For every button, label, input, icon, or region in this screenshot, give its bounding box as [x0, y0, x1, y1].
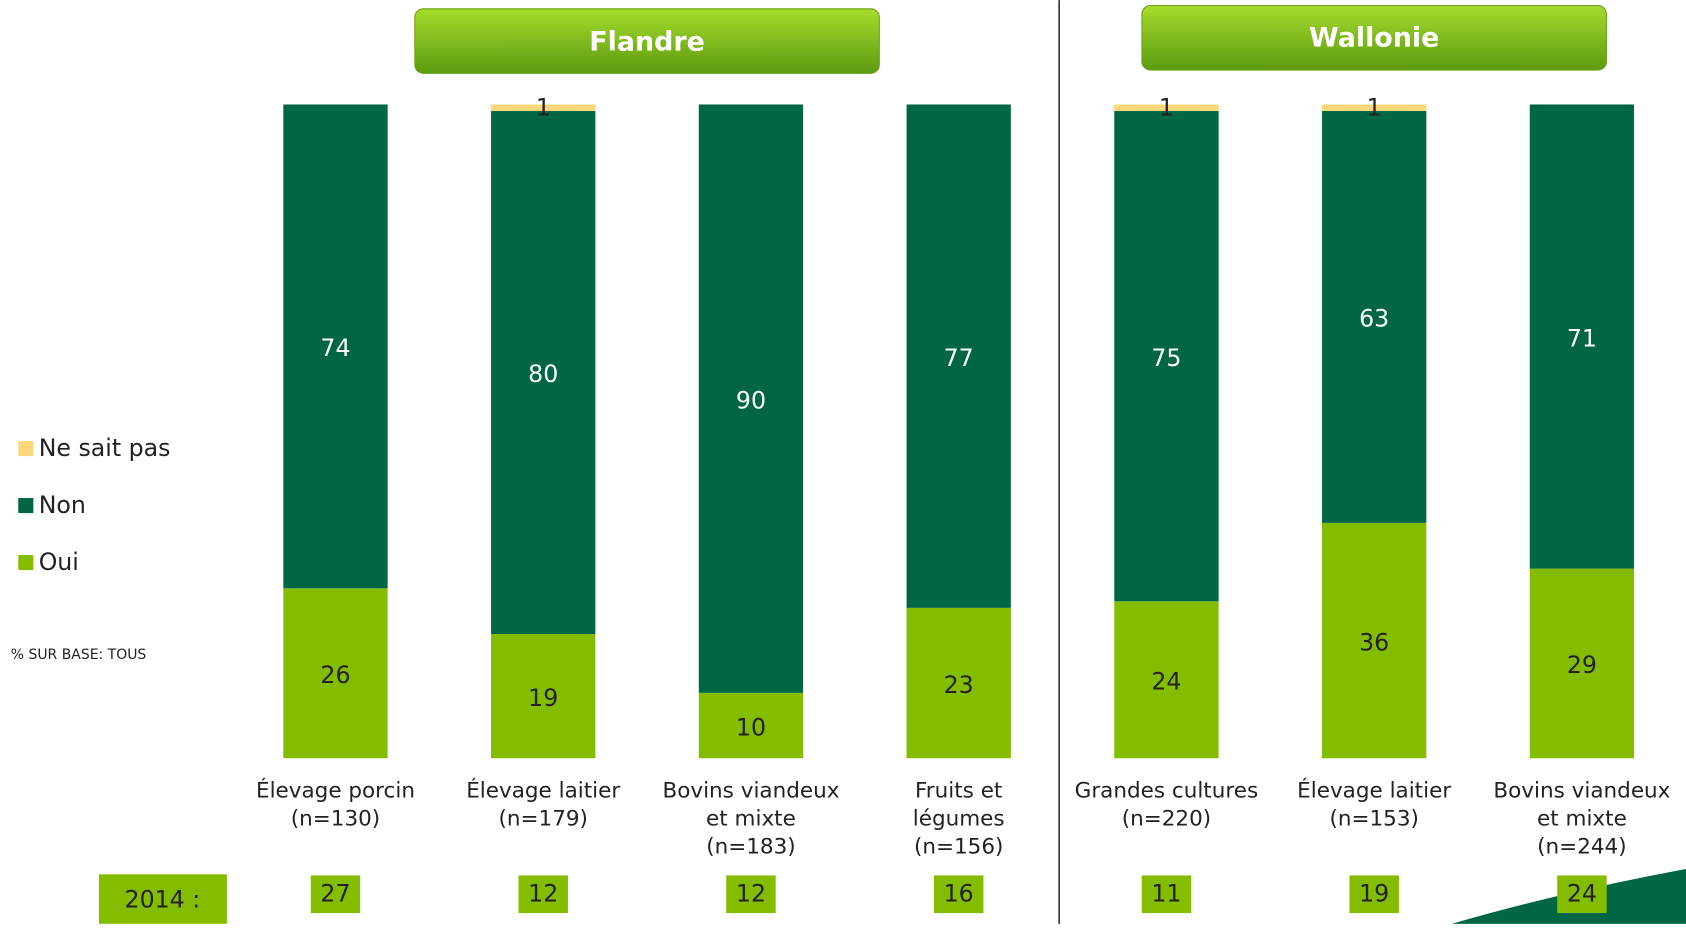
x-tick-label: (n=153) [1329, 807, 1418, 832]
comparison-label: 2014 : [125, 886, 201, 914]
x-tick-label: Bovins viandeux [1493, 779, 1670, 804]
bar-segment [1114, 104, 1219, 112]
data-label: 74 [320, 334, 350, 362]
x-tick-label: Élevage laitier [1297, 778, 1451, 804]
data-label: 1 [536, 93, 551, 121]
data-label: 80 [528, 360, 558, 388]
data-label: 77 [944, 344, 974, 372]
comparison-box [1141, 875, 1192, 914]
comparison-box [518, 875, 568, 914]
data-label: 24 [1151, 668, 1181, 696]
comparison-value: 16 [944, 879, 974, 907]
bar-segment [698, 692, 804, 759]
comparison-value: 24 [1567, 879, 1597, 907]
comparison-box [1557, 875, 1607, 914]
x-tick-label: et mixte [1537, 807, 1627, 832]
bar-segment [491, 634, 596, 759]
legend-swatch [18, 441, 34, 457]
bar-segment [1322, 522, 1427, 759]
x-tick-label: (n=130) [291, 807, 380, 832]
bar-segment [1322, 104, 1427, 112]
legend-label: Ne sait pas [39, 434, 171, 462]
comparison-value: 19 [1359, 879, 1389, 907]
bar-segment [1114, 601, 1219, 759]
data-label: 26 [320, 661, 350, 689]
x-tick-label: (n=183) [706, 834, 795, 859]
bar-segment [1322, 111, 1427, 523]
data-label: 36 [1359, 628, 1389, 656]
bar-segment [906, 607, 1011, 759]
bar-segment [283, 104, 388, 589]
legend-label: Oui [39, 548, 79, 576]
group-title: Wallonie [1309, 22, 1439, 53]
comparison-box [726, 875, 776, 914]
bar-segment [491, 111, 596, 635]
x-tick-label: légumes [913, 807, 1005, 832]
data-label: 19 [528, 684, 558, 712]
bar-segment [698, 104, 804, 693]
comparison-label-box [98, 874, 227, 924]
comparison-value: 11 [1151, 879, 1181, 907]
bar-segment [1529, 104, 1635, 569]
note: % SUR BASE: TOUS [11, 647, 147, 663]
legend-swatch [18, 498, 34, 514]
comparison-box [310, 875, 361, 914]
x-tick-label: (n=244) [1537, 834, 1626, 859]
x-tick-label: Élevage porcin [256, 778, 415, 804]
data-label: 71 [1567, 324, 1597, 352]
bar-segment [906, 104, 1011, 608]
x-tick-label: Fruits et [915, 779, 1002, 804]
group-header [1141, 5, 1607, 71]
data-label: 23 [944, 671, 974, 699]
x-tick-label: Élevage laitier [466, 778, 620, 804]
comparison-value: 12 [528, 879, 558, 907]
bar-segment [1114, 111, 1219, 602]
x-tick-label: (n=179) [498, 807, 587, 832]
comparison-box [1349, 875, 1399, 914]
data-label: 90 [736, 386, 766, 414]
data-label: 10 [736, 713, 766, 741]
comparison-value: 27 [320, 879, 350, 907]
data-label: 63 [1359, 305, 1389, 333]
x-tick-label: et mixte [706, 807, 796, 832]
bar-segment [491, 104, 596, 112]
comparison-value: 12 [736, 879, 766, 907]
x-tick-label: Bovins viandeux [662, 779, 839, 804]
data-label: 1 [1159, 93, 1174, 121]
x-tick-label: (n=156) [914, 834, 1003, 859]
bar-segment [283, 588, 388, 759]
bar-segment [1529, 568, 1635, 759]
comparison-box [933, 875, 984, 914]
x-tick-label: Grandes cultures [1075, 779, 1259, 804]
data-label: 75 [1151, 344, 1181, 372]
legend-swatch [18, 555, 34, 571]
data-label: 1 [1367, 93, 1382, 121]
data-label: 29 [1567, 651, 1597, 679]
group-header [414, 8, 880, 74]
legend-label: Non [39, 491, 86, 519]
group-title: Flandre [589, 27, 705, 58]
x-tick-label: (n=220) [1122, 807, 1211, 832]
